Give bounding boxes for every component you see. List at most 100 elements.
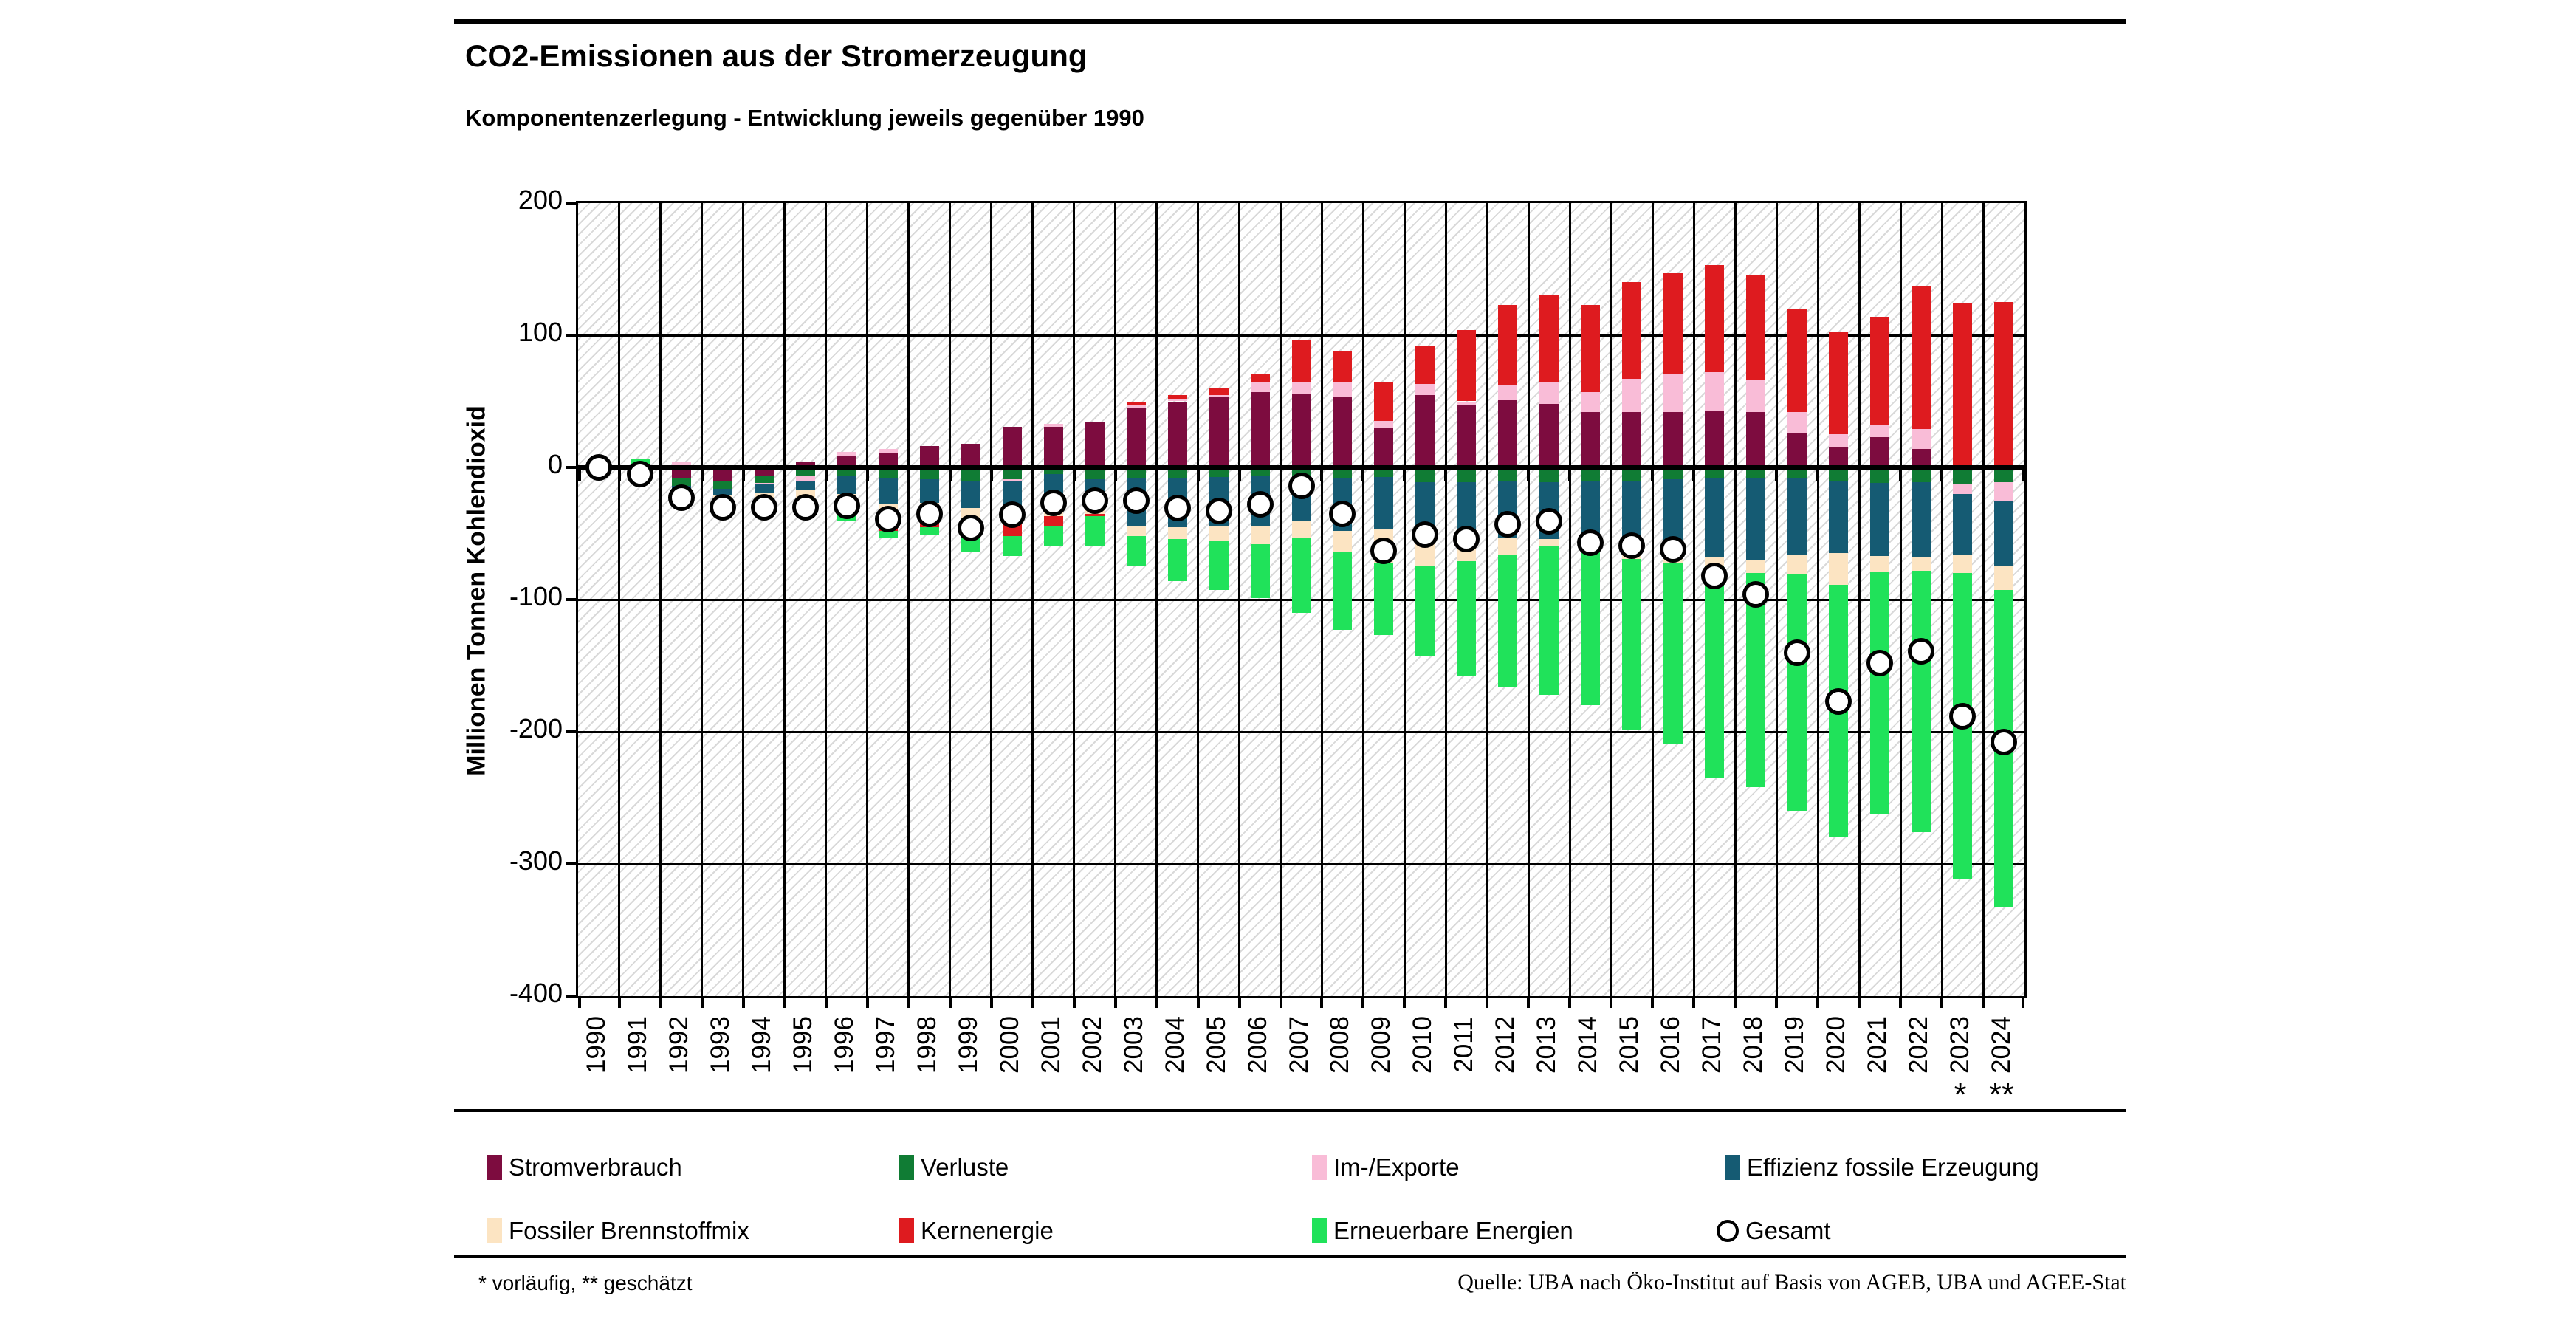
bar-segment-im-exporte-2024 [1994, 481, 2013, 501]
bar-segment-stromverbrauch-1998 [919, 446, 939, 467]
xlabel-1991: 1991 [622, 1016, 652, 1074]
xlabel-2004: 2004 [1160, 1016, 1189, 1074]
bar-segment-erneuerbare-energien-1997 [878, 530, 898, 538]
bar-segment-fossiler-brennstoffmix-2018 [1746, 560, 1766, 574]
gridline-x-2001 [1031, 203, 1034, 996]
gesamt-marker-2019 [1784, 639, 1811, 666]
gesamt-marker-2015 [1618, 532, 1646, 559]
bar-segment-effizienz-fossile-erzeugung-1994 [754, 484, 774, 493]
bar-segment-verluste-1998 [919, 467, 939, 480]
xlabel-2011: 2011 [1449, 1017, 1479, 1073]
zero-line-tick [1486, 470, 1489, 481]
bar-segment-kernenergie-2022 [1912, 286, 1931, 430]
xlabel-1994: 1994 [746, 1016, 776, 1074]
bar-segment-im-exporte-2022 [1912, 429, 1931, 449]
bar-segment-kernenergie-2016 [1663, 272, 1683, 374]
bar-segment-effizienz-fossile-erzeugung-1998 [919, 479, 939, 504]
gridline-x-2005 [1197, 203, 1200, 996]
bar-segment-stromverbrauch-2013 [1539, 404, 1559, 467]
zero-line-tick [1527, 470, 1531, 481]
x-axis-tick [1486, 996, 1489, 1008]
bar-segment-kernenergie-2001 [1043, 516, 1063, 526]
gesamt-marker-2020 [1825, 687, 1852, 715]
zero-line-tick [1113, 470, 1117, 481]
bar-segment-stromverbrauch-1995 [795, 462, 815, 467]
x-axis-tick [1072, 996, 1076, 1008]
bar-segment-effizienz-fossile-erzeugung-2023 [1953, 493, 1973, 555]
gridline-x-2024 [1982, 203, 1985, 996]
bar-segment-im-exporte-1992 [671, 462, 691, 467]
zero-line-tick [989, 470, 993, 481]
x-axis-tick [1361, 996, 1365, 1008]
bar-segment-verluste-1997 [878, 467, 898, 478]
bar-segment-effizienz-fossile-erzeugung-1995 [795, 480, 815, 490]
bar-segment-stromverbrauch-2004 [1167, 401, 1187, 467]
bar-segment-fossiler-brennstoffmix-2024 [1994, 566, 2013, 591]
zero-axis-line [578, 464, 2024, 470]
y-axis-tick [566, 598, 576, 601]
gridline-x-2006 [1238, 203, 1241, 996]
x-axis-tick [989, 996, 993, 1008]
bar-segment-im-exporte-2007 [1291, 381, 1311, 394]
gridline-x-2007 [1280, 203, 1282, 996]
bar-segment-erneuerbare-energien-2001 [1043, 525, 1063, 547]
gesamt-marker-1991 [626, 460, 653, 487]
legend-item-gesamt: Gesamt [1717, 1217, 1831, 1245]
bar-segment-kernenergie-2021 [1870, 316, 1890, 425]
zero-line-tick [907, 470, 910, 481]
bar-segment-stromverbrauch-2022 [1912, 448, 1931, 467]
gesamt-marker-1995 [791, 493, 819, 521]
gesamt-marker-2000 [998, 501, 1026, 529]
x-axis-tick [907, 996, 910, 1008]
bar-segment-stromverbrauch-1994 [754, 467, 774, 476]
bar-segment-verluste-2016 [1663, 467, 1683, 480]
zero-line-tick [1320, 470, 1324, 481]
xlabel-2016: 2016 [1656, 1016, 1686, 1074]
legend-item-erneuerbare-energien: Erneuerbare Energien [1312, 1217, 1573, 1245]
zero-line-tick [1775, 470, 1779, 481]
bar-segment-kernenergie-2009 [1374, 382, 1394, 422]
x-axis-tick [741, 996, 745, 1008]
bar-segment-im-exporte-2001 [1043, 423, 1063, 427]
bar-segment-im-exporte-2012 [1498, 385, 1518, 400]
zero-line-tick [1899, 470, 1903, 481]
gridline-x-2022 [1899, 203, 1902, 996]
footnote: * vorläufig, ** geschätzt [478, 1272, 693, 1294]
xlabel-2001: 2001 [1036, 1016, 1065, 1074]
bar-segment-im-exporte-2016 [1663, 373, 1683, 412]
x-axis-tick [824, 996, 828, 1008]
zero-line-tick [948, 470, 952, 481]
x-axis-tick [700, 996, 704, 1008]
ytick-label--300: -300 [509, 845, 563, 876]
legend-item-stromverbrauch: Stromverbrauch [487, 1153, 682, 1181]
x-axis-tick [1237, 996, 1241, 1008]
bar-segment-erneuerbare-energien-2016 [1663, 562, 1683, 744]
gesamt-marker-1998 [916, 500, 943, 527]
gridline-y--200 [578, 730, 2024, 733]
xlabel-1993: 1993 [705, 1016, 735, 1074]
bar-segment-kernenergie-2017 [1705, 265, 1725, 373]
bar-segment-verluste-1999 [961, 467, 980, 481]
bar-segment-kernenergie-2006 [1250, 373, 1270, 382]
bar-segment-erneuerbare-energien-2013 [1539, 546, 1559, 695]
gesamt-marker-2016 [1660, 535, 1687, 563]
gesamt-marker-1994 [750, 493, 777, 521]
bar-segment-effizienz-fossile-erzeugung-1996 [837, 475, 856, 494]
bar-segment-effizienz-fossile-erzeugung-2022 [1912, 481, 1931, 557]
bar-segment-verluste-2019 [1787, 467, 1807, 478]
bar-segment-stromverbrauch-2005 [1209, 397, 1229, 467]
gridline-y--300 [578, 862, 2024, 865]
xlabel-2009: 2009 [1367, 1016, 1396, 1074]
total-marker-layer [578, 203, 2024, 996]
gesamt-marker-2001 [1040, 490, 1067, 517]
bar-segment-verluste-2013 [1539, 467, 1559, 482]
xlabel-2003: 2003 [1119, 1016, 1148, 1074]
bar-segment-verluste-2010 [1415, 467, 1435, 482]
zero-line-tick [1940, 470, 1944, 481]
gesamt-marker-2021 [1866, 649, 1894, 676]
bar-segment-kernenergie-2018 [1746, 274, 1766, 380]
bar-segment-verluste-2003 [1126, 467, 1146, 478]
legend-item-effizienz-fossile-erzeugung: Effizienz fossile Erzeugung [1725, 1153, 2039, 1181]
bar-segment-erneuerbare-energien-2000 [1002, 536, 1022, 556]
bar-segment-kernenergie-2013 [1539, 294, 1559, 382]
